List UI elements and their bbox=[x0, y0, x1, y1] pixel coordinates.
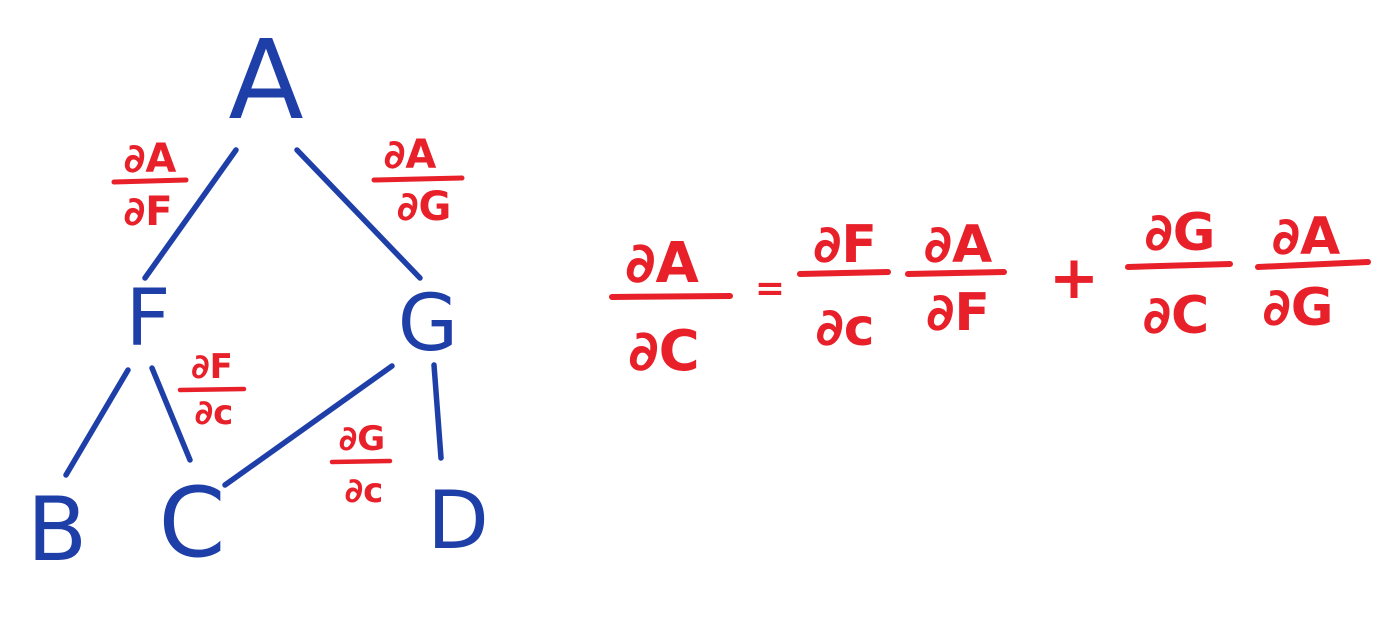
term1-factor1-denominator: ∂c bbox=[815, 298, 874, 358]
fraction-bar bbox=[371, 175, 465, 183]
fraction-denominator: ∂G bbox=[397, 184, 452, 230]
edge-G-C bbox=[222, 363, 395, 488]
chain-rule-equation: ∂A ∂C = ∂F ∂c ∂A ∂F + ∂G ∂C bbox=[609, 203, 1371, 384]
fraction-denominator: ∂c bbox=[195, 393, 234, 433]
fraction-numerator: ∂A bbox=[124, 136, 177, 182]
edge-F-C bbox=[149, 365, 193, 463]
term2-factor2: ∂A ∂G bbox=[1255, 207, 1371, 338]
term1-factor1-bar bbox=[797, 269, 891, 277]
lhs-fraction-bar bbox=[609, 293, 733, 300]
term1-factor2-denominator: ∂F bbox=[926, 283, 990, 343]
fraction-dA-dG: ∂A ∂G bbox=[371, 132, 465, 230]
fraction-numerator: ∂F bbox=[191, 347, 233, 387]
node-G: G bbox=[398, 279, 458, 369]
node-C: C bbox=[158, 467, 225, 579]
fraction-dG-dC: ∂G ∂c bbox=[329, 419, 393, 511]
tree-edges bbox=[63, 147, 444, 488]
term2-factor1-numerator: ∂G bbox=[1145, 203, 1216, 263]
term1-factor2-numerator: ∂A bbox=[924, 215, 993, 275]
node-D: D bbox=[427, 474, 489, 567]
edge-A-G bbox=[294, 147, 423, 281]
fraction-bar bbox=[177, 386, 247, 393]
term2-factor1-bar bbox=[1125, 261, 1233, 270]
fraction-dA-dF: ∂A ∂F bbox=[111, 136, 189, 235]
term1-factor1: ∂F ∂c bbox=[797, 215, 891, 358]
edge-labels: ∂A ∂F ∂A ∂G ∂F ∂c ∂G ∂c bbox=[111, 132, 465, 511]
edge-F-B bbox=[63, 367, 131, 478]
term1-factor1-numerator: ∂F bbox=[813, 215, 877, 275]
fraction-denominator: ∂c bbox=[345, 471, 384, 511]
term2-factor2-numerator: ∂A bbox=[1272, 207, 1341, 267]
edge-A-F bbox=[142, 147, 239, 281]
edge-G-D bbox=[431, 362, 444, 461]
plus-sign: + bbox=[1049, 243, 1099, 313]
node-A: A bbox=[228, 16, 303, 144]
tree-nodes: A F G B C D bbox=[27, 16, 489, 581]
fraction-numerator: ∂G bbox=[339, 419, 385, 459]
fraction-bar bbox=[111, 177, 189, 185]
node-F: F bbox=[126, 274, 171, 364]
fraction-dF-dC: ∂F ∂c bbox=[177, 347, 247, 433]
fraction-bar bbox=[329, 458, 393, 465]
term2-factor2-denominator: ∂G bbox=[1263, 278, 1334, 338]
node-B: B bbox=[27, 478, 87, 581]
fraction-denominator: ∂F bbox=[123, 189, 172, 235]
term2-factor1: ∂G ∂C bbox=[1125, 203, 1233, 346]
term1-factor2-bar bbox=[905, 269, 1007, 277]
term1-factor2: ∂A ∂F bbox=[905, 215, 1007, 343]
fraction-numerator: ∂A bbox=[384, 132, 437, 178]
lhs-denominator: ∂C bbox=[628, 319, 700, 384]
equation-lhs: ∂A ∂C bbox=[609, 231, 733, 384]
equals-sign: = bbox=[755, 268, 785, 309]
term2-factor1-denominator: ∂C bbox=[1143, 286, 1209, 346]
lhs-numerator: ∂A bbox=[625, 231, 699, 296]
term2-factor2-bar bbox=[1255, 259, 1371, 270]
